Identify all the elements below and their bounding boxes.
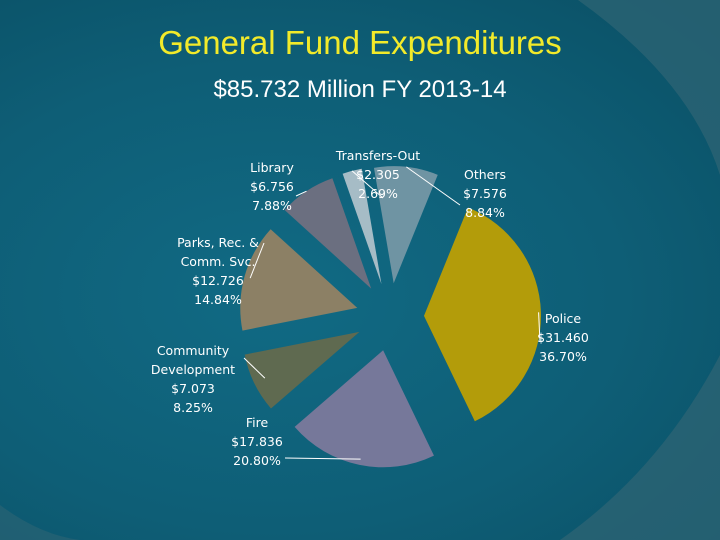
pie-slice-parks-rec-comm-svc (240, 229, 358, 331)
label-parks-rec-percent: 14.84% (194, 292, 242, 307)
pie-slice-transfers-out (342, 168, 382, 285)
label-parks-rec-name-2: Comm. Svc. (180, 254, 256, 269)
pie-slice-community-development (244, 331, 360, 409)
leader-line-fire (284, 457, 361, 460)
label-transfers-out: Transfers-Out $2.305 2.69% (325, 146, 431, 203)
label-police: Police $31.460 36.70% (530, 309, 596, 366)
label-community-development-percent: 8.25% (173, 400, 213, 415)
leader-line-library (295, 190, 307, 197)
label-community-development-amount: $7.073 (171, 381, 215, 396)
label-library-name: Library (250, 160, 294, 175)
label-others-percent: 8.84% (465, 205, 505, 220)
label-police-name: Police (544, 311, 582, 326)
label-transfers-out-amount: $2.305 (356, 167, 400, 182)
label-fire: Fire $17.836 20.80% (222, 413, 292, 470)
pie-slice-fire (294, 350, 434, 468)
label-police-amount: $31.460 (537, 330, 589, 345)
label-community-development-name-2: Development (150, 362, 236, 377)
leader-line-parks-rec (249, 242, 265, 279)
leader-line-transfers-out (351, 170, 384, 199)
leader-line-police (538, 312, 541, 343)
label-library: Library $6.756 7.88% (240, 158, 304, 215)
page-subtitle: $85.732 Million FY 2013-14 (213, 76, 507, 103)
label-parks-rec-name-1: Parks, Rec. & (177, 235, 259, 250)
label-community-development-name-1: Community (156, 343, 230, 358)
label-parks-rec-amount: $12.726 (192, 273, 244, 288)
label-parks-rec: Parks, Rec. & Comm. Svc. $12.726 14.84% (170, 233, 266, 309)
label-police-percent: 36.70% (539, 349, 587, 364)
label-library-percent: 7.88% (252, 198, 292, 213)
page-title: General Fund Expenditures (158, 24, 562, 61)
pie-slice-police (423, 207, 541, 422)
leader-line-community-development (243, 357, 266, 379)
label-community-development: Community Development $7.073 8.25% (140, 341, 246, 417)
label-others-amount: $7.576 (463, 186, 507, 201)
label-others: Others $7.576 8.84% (455, 165, 515, 222)
label-transfers-out-name: Transfers-Out (335, 148, 421, 163)
label-fire-percent: 20.80% (233, 453, 281, 468)
label-fire-name: Fire (245, 415, 269, 430)
pie-slice-others (373, 166, 438, 284)
pie-slice-library (284, 178, 372, 289)
label-others-name: Others (463, 167, 506, 182)
label-transfers-out-percent: 2.69% (358, 186, 398, 201)
label-library-amount: $6.756 (250, 179, 294, 194)
leader-line-others (406, 166, 461, 206)
label-fire-amount: $17.836 (231, 434, 283, 449)
